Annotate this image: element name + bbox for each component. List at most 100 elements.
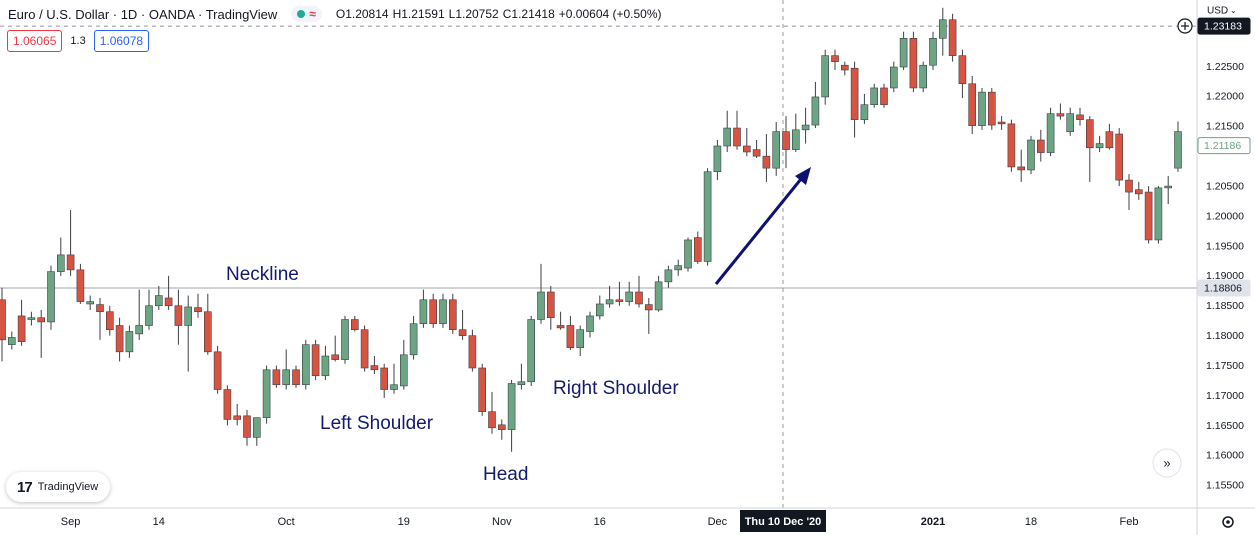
candle-body: [497, 424, 506, 430]
settings-icon[interactable]: [1222, 516, 1234, 528]
neckline-price-tag: 1.18806: [1204, 282, 1242, 294]
candle-body: [439, 299, 447, 325]
candle-body: [703, 171, 712, 262]
annotation-left-shoulder: Left Shoulder: [320, 413, 434, 434]
candle-body: [1174, 131, 1182, 169]
candle-body: [576, 329, 585, 348]
candle-body: [625, 291, 634, 302]
annotation-neckline: Neckline: [226, 264, 299, 285]
candle-body: [370, 365, 379, 371]
candle-body: [164, 297, 173, 307]
candle-body: [253, 417, 261, 438]
y-tick-label: 1.22500: [1206, 61, 1244, 73]
candle-body: [840, 64, 849, 71]
x-tick-label: 2021: [921, 516, 945, 528]
candle-body: [47, 271, 55, 323]
ohlc-key: H: [392, 7, 402, 21]
candle-body: [507, 383, 516, 430]
ohlc-key: L: [448, 7, 456, 21]
logo-mark: 17: [17, 478, 33, 496]
candle-body: [223, 389, 232, 420]
y-tick-label: 1.19000: [1206, 270, 1244, 282]
candle-body: [8, 337, 16, 345]
candle-body: [360, 329, 369, 369]
candle-body: [997, 121, 1006, 125]
candle-body: [860, 104, 869, 120]
spread: 1.3: [70, 35, 86, 47]
candle-body: [831, 55, 839, 62]
candle-body: [1154, 187, 1163, 241]
candle-body: [174, 305, 183, 326]
candle-body: [341, 319, 349, 360]
neckline-price-tag-box: [1197, 279, 1251, 297]
candle-body: [1027, 139, 1035, 171]
trade-buttons: 1.06065 1.3 1.06078: [7, 30, 150, 52]
candle-body: [1135, 189, 1143, 195]
y-tick-label: 1.19500: [1206, 240, 1244, 252]
logo-text: TradingView: [37, 481, 99, 493]
candle-body: [684, 239, 692, 269]
x-tick-label: Oct: [278, 516, 295, 528]
candle-body: [654, 281, 663, 311]
ohlc-value: 1.20814: [345, 7, 389, 21]
candle-body: [1095, 143, 1104, 149]
candle-body: [27, 317, 36, 320]
ohlc-value: 1.21591: [401, 7, 445, 21]
ohlc-item: H1.21591: [393, 7, 445, 21]
candle-body: [155, 295, 163, 307]
candle-body: [938, 19, 947, 39]
x-tick-label: 19: [398, 516, 410, 528]
y-tick-label: 1.18500: [1206, 300, 1244, 312]
candle-body: [262, 369, 271, 418]
scroll-icon: »: [1163, 455, 1170, 470]
y-tick-label: 1.22000: [1206, 91, 1244, 103]
candle-body: [1017, 166, 1026, 171]
candle-body: [605, 299, 614, 305]
candle-body: [909, 37, 918, 89]
time-axis-panel: [0, 508, 1197, 535]
x-tick-label: 14: [153, 516, 165, 528]
candle-body: [772, 131, 781, 169]
currency-label[interactable]: USD: [1207, 6, 1228, 17]
candle-body: [429, 299, 438, 325]
y-tick-label: 1.20000: [1206, 210, 1244, 222]
candle-body: [56, 254, 65, 272]
last-price-tag: 1.21186: [1204, 140, 1241, 152]
symbol-title[interactable]: Euro / U.S. Dollar · 1D · OANDA · Tradin…: [8, 6, 278, 22]
currency-caret: ⌄: [1230, 6, 1237, 15]
crosshair-price-tag-box: [1197, 17, 1251, 35]
candle-body: [948, 19, 957, 56]
candle-body: [468, 335, 477, 369]
candle-body: [811, 96, 820, 126]
x-tick-label: 18: [1025, 516, 1037, 528]
candle-body: [546, 291, 555, 319]
market-open-dot: [297, 10, 306, 18]
candle-body: [664, 269, 673, 283]
candle-body: [752, 149, 761, 157]
candle-body: [125, 331, 134, 353]
x-tick-label: Nov: [492, 516, 512, 528]
candle-body: [615, 299, 624, 302]
candle-body: [86, 301, 94, 305]
candle-body: [1144, 191, 1153, 241]
candle-body: [733, 127, 741, 147]
sell-button[interactable]: 1.06065: [7, 30, 63, 52]
candle-body: [331, 354, 340, 360]
ohlc-item: C1.21418: [503, 7, 555, 21]
crosshair-date: Thu 10 Dec '20: [745, 516, 822, 528]
ohlc-key: C: [502, 7, 512, 21]
candle-body: [1007, 123, 1016, 168]
candle-body: [96, 304, 104, 313]
candle-body: [595, 303, 604, 317]
candle-body: [517, 381, 526, 386]
candle-body: [674, 265, 683, 271]
logo[interactable]: 17 TradingView: [6, 472, 110, 502]
candle-body: [145, 305, 153, 326]
candle-body: [801, 124, 810, 131]
x-tick-label: Dec: [708, 516, 728, 528]
candle-body: [968, 83, 977, 126]
scroll-button[interactable]: [1152, 448, 1182, 478]
candle-body: [390, 384, 398, 390]
buy-button[interactable]: 1.06078: [93, 30, 150, 52]
